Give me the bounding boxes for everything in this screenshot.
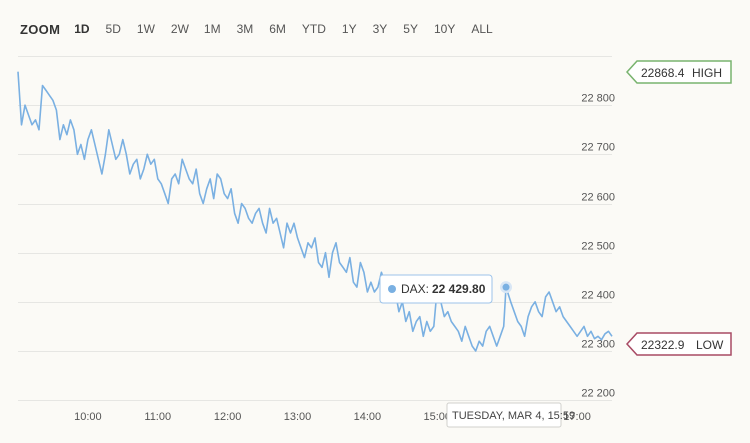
range-button-1d[interactable]: 1D — [74, 22, 90, 36]
y-tick-label: 22 300 — [581, 339, 615, 351]
range-button-5y[interactable]: 5Y — [403, 22, 418, 36]
tooltip: DAX: 22 429.80 — [379, 274, 493, 304]
high-value: 22868.4 — [641, 66, 685, 80]
range-button-1y[interactable]: 1Y — [341, 22, 357, 36]
zoom-bar: ZOOM 1D 5D 1W 2W 1M 3M 6M YTD 1Y 3Y 5Y 1… — [20, 20, 495, 38]
x-tick-label: 15:00 — [424, 411, 452, 423]
low-label: LOW — [696, 338, 724, 352]
range-button-1m[interactable]: 1M — [203, 22, 221, 36]
hover-point — [502, 283, 510, 291]
x-tick-label: 14:00 — [354, 411, 382, 423]
range-button-3m[interactable]: 3M — [236, 22, 254, 36]
x-tooltip: TUESDAY, MAR 4, 15:59 — [446, 402, 575, 428]
high-badge: 22868.4 HIGH — [625, 60, 732, 84]
range-button-2w[interactable]: 2W — [170, 22, 189, 36]
y-axis-ticks: 22 200 22 300 22 400 22 500 22 600 22 700 22 8… — [581, 93, 615, 400]
range-button-10y[interactable]: 10Y — [433, 22, 456, 36]
hover-marker — [500, 281, 513, 294]
range-button-ytd[interactable]: YTD — [301, 22, 326, 36]
range-button-6m[interactable]: 6M — [269, 22, 286, 36]
x-tick-label: 12:00 — [214, 411, 242, 423]
x-tick-label: 10:00 — [74, 411, 102, 423]
x-tick-label: 11:00 — [144, 411, 171, 423]
y-tick-label: 22 200 — [581, 388, 615, 400]
x-axis-ticks: 10:00 11:00 12:00 13:00 14:00 15:00 17:00 — [74, 411, 591, 423]
tooltip-value: 22 429.80 — [432, 282, 486, 296]
range-button-1w[interactable]: 1W — [136, 22, 155, 36]
low-badge-shape — [625, 332, 732, 356]
chart-grid — [18, 56, 612, 401]
x-tooltip-box — [446, 402, 562, 428]
range-button-3y[interactable]: 3Y — [372, 22, 388, 36]
x-tick-label: 13:00 — [284, 411, 312, 423]
dax-price-line[interactable] — [17, 71, 613, 352]
tooltip-series-dot — [388, 285, 396, 293]
low-badge: 22322.9 LOW — [625, 332, 732, 356]
high-badge-shape — [625, 60, 732, 84]
low-value: 22322.9 — [641, 338, 685, 352]
y-tick-label: 22 800 — [581, 93, 615, 105]
high-label: HIGH — [692, 66, 722, 80]
x-tooltip-label: TUESDAY, MAR 4, 15:59 — [452, 410, 575, 422]
range-button-5d[interactable]: 5D — [105, 22, 121, 36]
range-button-all[interactable]: ALL — [471, 22, 493, 36]
tooltip-box — [379, 274, 493, 304]
y-tick-label: 22 700 — [581, 142, 615, 154]
y-tick-label: 22 400 — [581, 290, 615, 302]
x-tick-label: 17:00 — [563, 411, 591, 423]
tooltip-label: DAX: — [401, 282, 429, 296]
zoom-label: ZOOM — [20, 21, 61, 37]
y-tick-label: 22 600 — [581, 192, 615, 204]
y-tick-label: 22 500 — [581, 241, 615, 253]
